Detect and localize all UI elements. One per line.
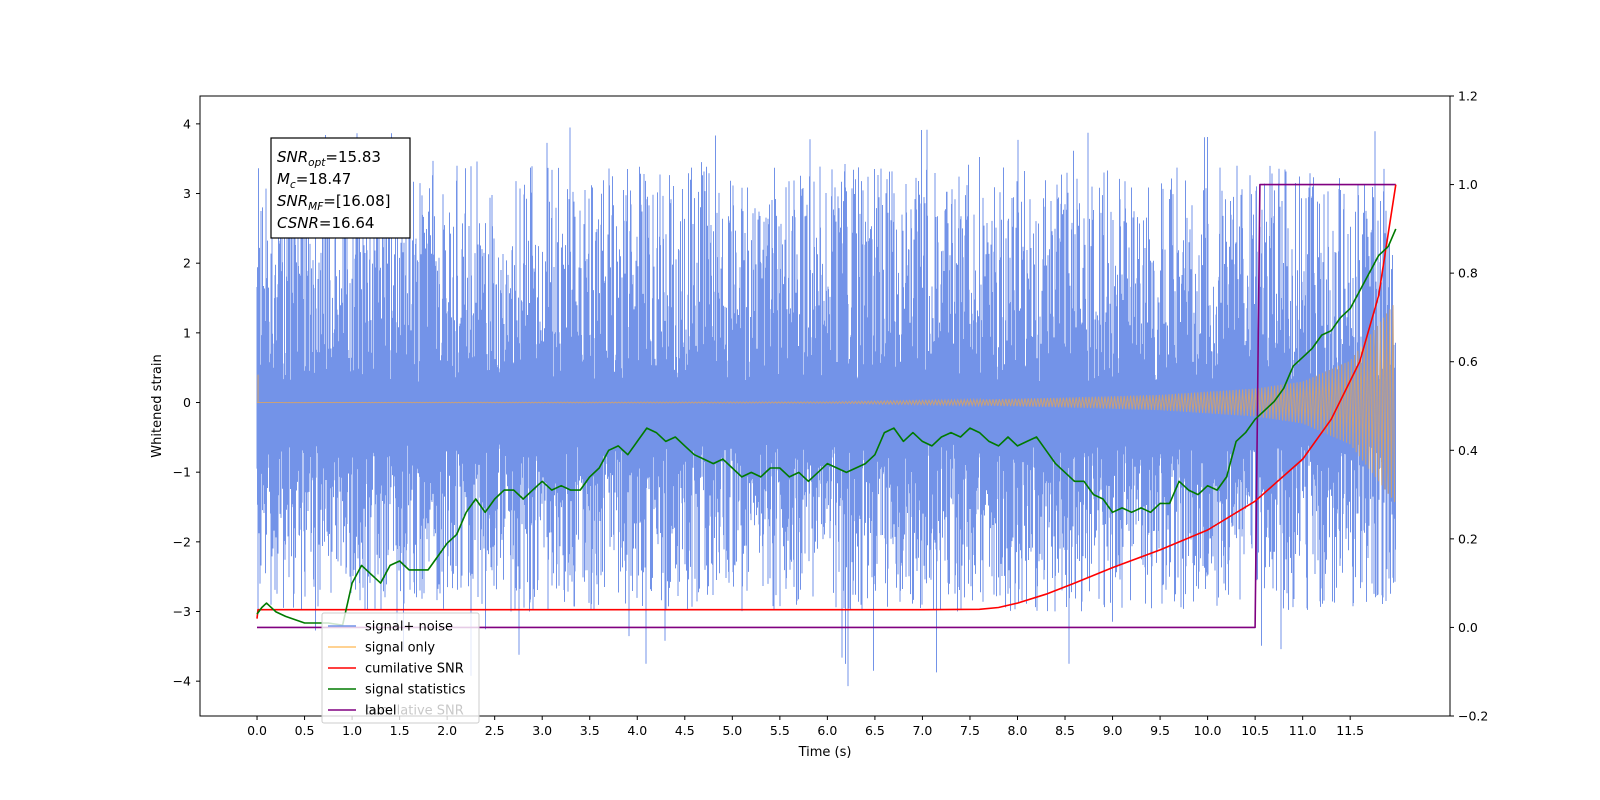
stats-annotation: SNRopt=15.83Mc=18.47SNRMF=[16.08]CSNR=16… [270, 137, 411, 239]
y-tick-label: 0 [183, 395, 191, 410]
x-tick-label: 7.0 [912, 723, 932, 738]
x-tick-label: 11.0 [1289, 723, 1317, 738]
legend-label: cumilative SNR [365, 662, 464, 677]
x-axis: 0.0 0.5 1.0 1.5 2.0 2.5 3.0 3.5 4.0 4.5 5.0 5.5 6.0 6… [247, 716, 1364, 738]
x-tick-label: 1.5 [390, 723, 410, 738]
y2-tick-label: 0.6 [1458, 354, 1478, 369]
x-axis-label: Time (s) [798, 745, 852, 760]
y2-tick-label: 0.0 [1458, 620, 1478, 635]
legend-label: signal statistics [365, 683, 466, 698]
x-tick-label: 2.0 [437, 723, 457, 738]
x-tick-label: 10.0 [1194, 723, 1222, 738]
y-tick-label: −3 [173, 604, 191, 619]
x-tick-label: 5.5 [770, 723, 790, 738]
x-tick-label: 9.5 [1150, 723, 1170, 738]
x-tick-label: 10.5 [1241, 723, 1269, 738]
stats-line: CSNR=16.64 [277, 214, 374, 232]
signal-statistics-line [256, 228, 1397, 626]
x-tick-label: 6.5 [865, 723, 885, 738]
y-tick-label: −4 [173, 674, 191, 689]
legend-box [321, 612, 480, 724]
x-tick-label: 6.0 [817, 723, 837, 738]
y-axis-label: Whitened strain [150, 354, 165, 457]
stats-line: SNRMF=[16.08] [277, 192, 391, 213]
x-tick-label: 0.5 [295, 723, 315, 738]
cumilative-snr-line [256, 184, 1397, 619]
signal-noise-line [256, 127, 1396, 687]
legend: signal+ noise signal only cumilative SNR si… [321, 612, 480, 724]
plot-frame [199, 95, 1451, 717]
signal-noise-series [256, 127, 1396, 687]
x-tick-label: 9.0 [1103, 723, 1123, 738]
y-axis-right: −0.2 0.0 0.2 0.4 0.6 0.8 1.0 1.2 [1450, 89, 1488, 724]
y-tick-label: −2 [173, 534, 191, 549]
y2-tick-label: 0.8 [1458, 266, 1478, 281]
x-tick-label: 8.5 [1055, 723, 1075, 738]
y2-tick-label: 1.0 [1458, 177, 1478, 192]
x-tick-label: 3.5 [580, 723, 600, 738]
x-tick-label: 0.0 [247, 723, 267, 738]
y-tick-label: 3 [183, 186, 191, 201]
x-tick-label: 4.0 [627, 723, 647, 738]
y-tick-label: 4 [183, 116, 191, 131]
x-tick-label: 1.0 [342, 723, 362, 738]
x-tick-label: 8.0 [1008, 723, 1028, 738]
x-tick-label: 2.5 [485, 723, 505, 738]
legend-overlapped-label: cumilative SNR [365, 704, 464, 719]
y-tick-label: 1 [183, 325, 191, 340]
y2-tick-label: 0.4 [1458, 443, 1478, 458]
y-tick-label: −1 [173, 465, 191, 480]
x-tick-label: 5.0 [722, 723, 742, 738]
signal-only-series [257, 305, 1396, 503]
x-tick-label: 4.5 [675, 723, 695, 738]
y-axis-left: −4 −3 −2 −1 0 1 2 3 4 [173, 116, 200, 689]
y-tick-label: 2 [183, 256, 191, 271]
legend-label: label [365, 704, 396, 719]
legend-label: signal+ noise [365, 620, 453, 635]
signal-only-line [257, 305, 1396, 503]
y2-tick-label: 1.2 [1458, 89, 1478, 104]
stats-line: Mc=18.47 [277, 170, 351, 191]
y2-tick-label: 0.2 [1458, 531, 1478, 546]
x-tick-label: 3.0 [532, 723, 552, 738]
legend-label: signal only [365, 641, 435, 656]
x-tick-label: 7.5 [960, 723, 980, 738]
x-tick-label: 11.5 [1336, 723, 1364, 738]
stats-line: SNRopt=15.83 [277, 148, 381, 169]
stats-box [270, 137, 411, 239]
y2-tick-label: −0.2 [1458, 709, 1488, 724]
label-line [257, 183, 1396, 629]
right-axis-series [256, 183, 1397, 629]
